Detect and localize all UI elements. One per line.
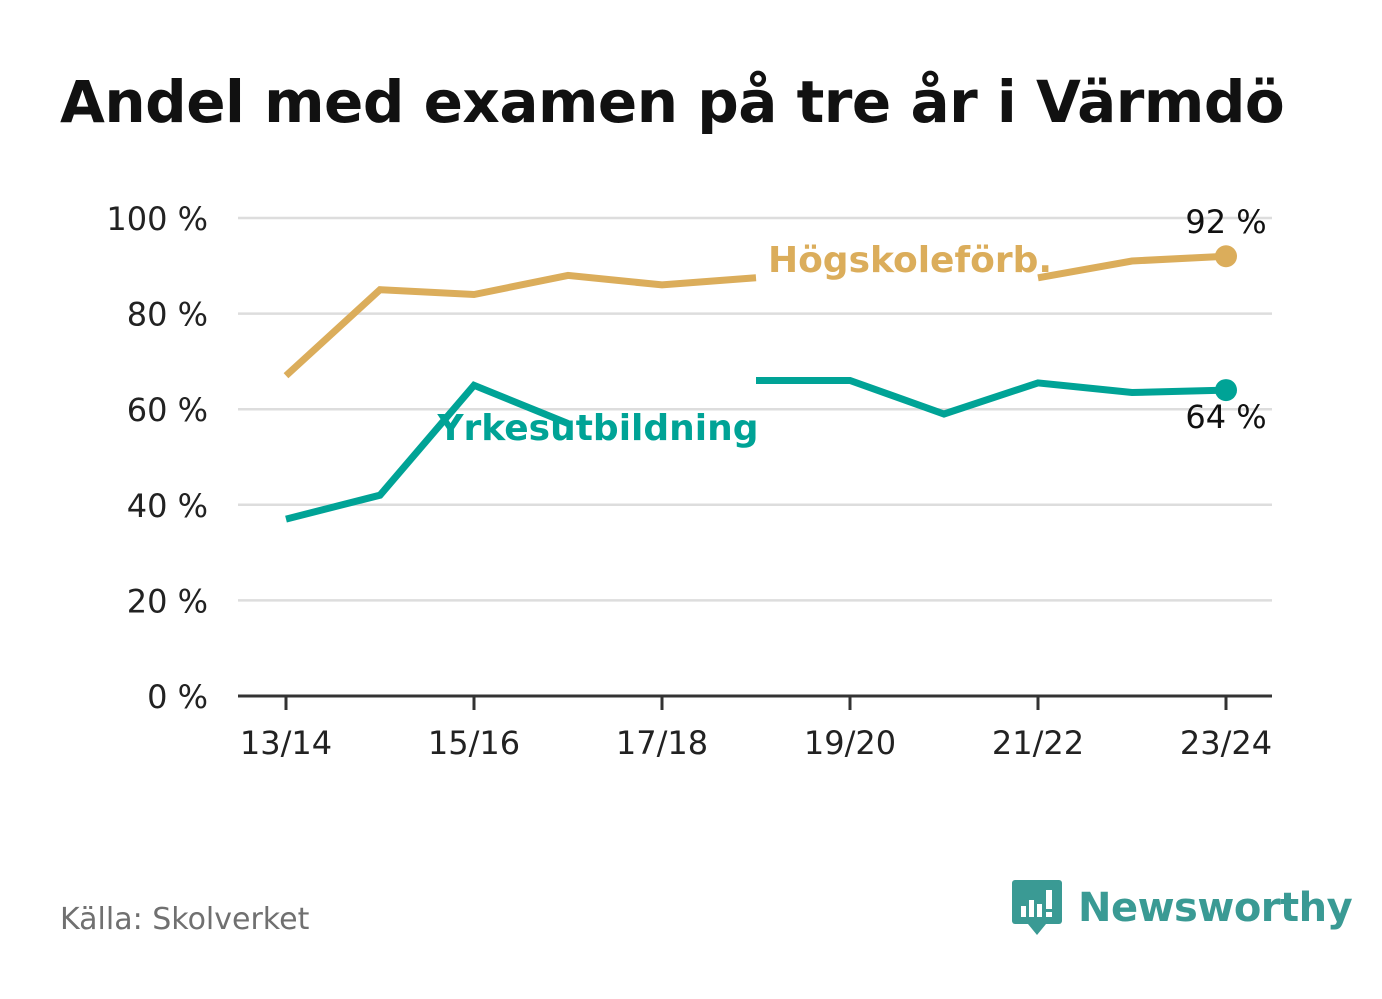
x-tick-label: 17/18 <box>616 724 708 762</box>
source-note: Källa: Skolverket <box>60 902 310 937</box>
x-tick-label: 13/14 <box>240 724 332 762</box>
y-tick-label: 100 % <box>106 200 208 238</box>
newsworthy-logo: Newsworthy <box>1010 878 1353 938</box>
end-value-label: 92 % <box>1185 203 1266 241</box>
x-tick-label: 23/24 <box>1180 724 1272 762</box>
series-lines <box>283 245 1237 523</box>
series-labels: 92 % Högskoleförb. 64 % Yrkesutbildning <box>436 203 1266 449</box>
series-label-h-gskolef-rb-: Högskoleförb. <box>768 240 1052 281</box>
x-tick-label: 19/20 <box>804 724 896 762</box>
x-tick-label: 15/16 <box>428 724 520 762</box>
series-line-h-gskolef-rb- <box>283 271 757 379</box>
gridlines <box>238 216 1272 602</box>
x-axis: 13/14 15/16 17/18 19/20 21/22 23/24 <box>238 694 1272 762</box>
chart-title: Andel med examen på tre år i Värmdö <box>60 68 1285 136</box>
y-tick-label: 0 % <box>147 678 208 716</box>
y-tick-label: 60 % <box>127 391 208 429</box>
y-tick-label: 80 % <box>127 296 208 334</box>
series-line-yrkesutbildning <box>756 377 1227 418</box>
end-point-h-gskolef-rb- <box>1215 245 1237 268</box>
series-line-h-gskolef-rb- <box>1037 252 1227 282</box>
series-line-yrkesutbildning <box>285 381 570 523</box>
y-tick-label: 40 % <box>127 487 208 525</box>
end-point-yrkesutbildning <box>1215 379 1237 402</box>
y-tick-label: 20 % <box>127 582 208 620</box>
y-axis-tick-labels: 0 % 20 % 40 % 60 % 80 % 100 % <box>106 200 208 716</box>
brand-name: Newsworthy <box>1078 885 1353 931</box>
x-tick-label: 21/22 <box>992 724 1084 762</box>
series-label-yrkesutbildning: Yrkesutbildning <box>436 408 758 449</box>
newsworthy-icon <box>1012 880 1062 935</box>
end-value-label: 64 % <box>1185 398 1266 436</box>
